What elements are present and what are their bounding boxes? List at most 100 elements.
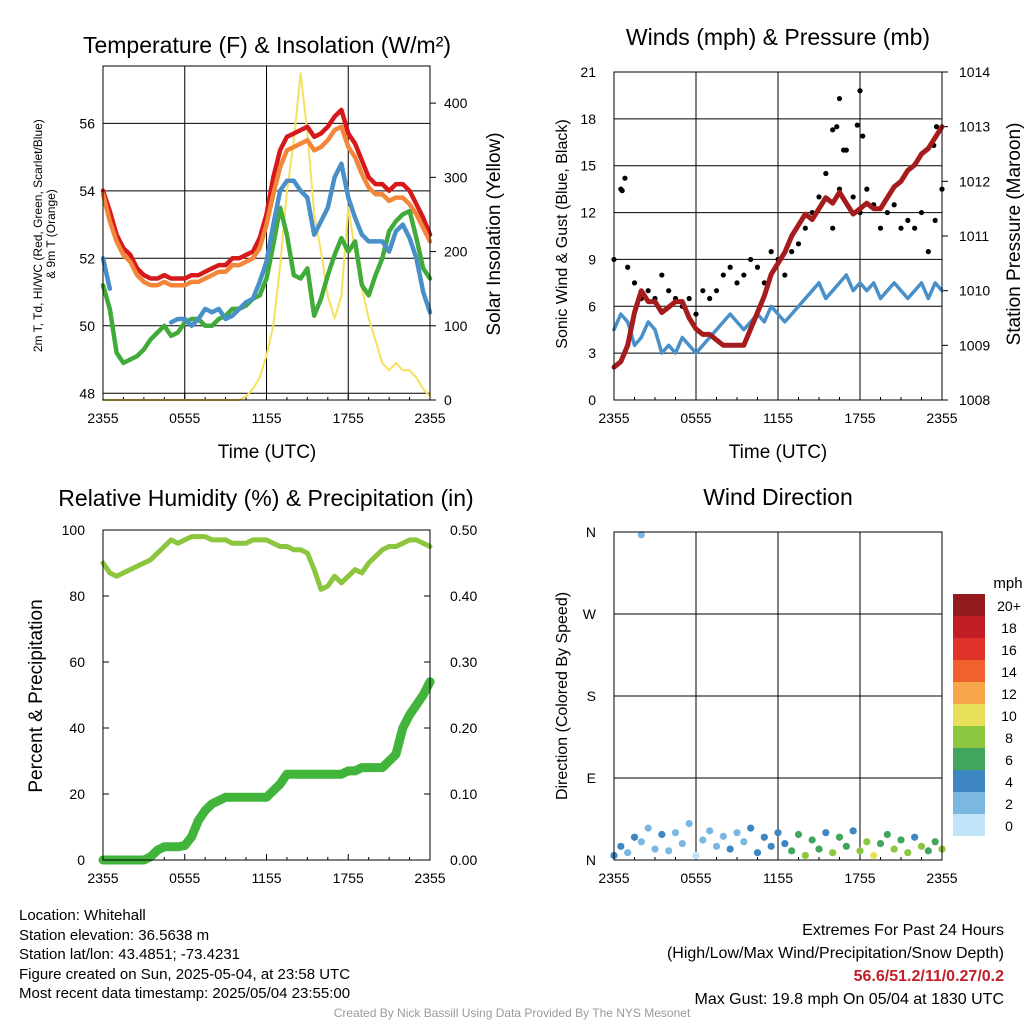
direction-point [637,838,645,846]
humidity-y-tick-label: 80 [69,588,85,604]
direction-point [644,824,652,832]
temperature-x-tick-label: 1755 [333,410,364,426]
direction-point [883,830,891,839]
gust-point [748,256,754,263]
direction-point [685,819,693,828]
direction-x-tick-label: 1755 [844,870,875,886]
speed-legend-swatch [953,770,985,792]
direction-point [924,847,932,855]
precip-y-tick-label: 0.30 [450,654,477,670]
direction-y-tick-label: S [587,688,596,704]
temperature-panel: Temperature (F) & Insolation (W/m²) Time… [31,32,505,463]
humidity-panel-title: Relative Humidity (%) & Precipitation (i… [58,485,473,511]
direction-point [917,842,926,850]
direction-point [699,836,707,844]
gust-point [666,288,672,294]
humidity-y-tick-label: 20 [69,786,85,802]
wind-x-tick-label: 2355 [926,410,957,426]
direction-y-tick-label: E [587,770,596,786]
wind-direction-panel-title: Wind Direction [703,484,853,510]
precip-y-tick-label: 0.20 [450,720,477,736]
speed-legend-label: 14 [1001,664,1017,680]
speed-legend-swatch [953,682,985,704]
gust-point [754,264,761,270]
gust-point [768,249,774,255]
direction-point [815,845,823,853]
speed-legend-unit: mph [993,575,1022,592]
direction-point [658,830,666,839]
precip-y-tick-label: 0.40 [450,588,477,604]
temperature-y-tick-label: 52 [79,250,95,266]
insolation-y-tick-label: 100 [444,318,468,334]
gust-point [659,272,665,278]
humidity-x-tick-label: 1755 [333,870,364,886]
direction-point [781,840,789,848]
wind-y-axis-label: Sonic Wind & Gust (Blue, Black) [554,119,571,348]
speed-legend-swatch [953,748,985,770]
pressure-y-tick-label: 1009 [959,337,990,353]
gust-point [802,225,808,231]
gust-point [700,288,706,294]
speed-legend-swatch [953,638,985,660]
direction-point [890,845,898,853]
gust-point [622,175,628,181]
direction-point [904,849,912,857]
gust-point [836,95,843,102]
wind-y-tick-label: 12 [580,205,596,221]
precip-y-tick-label: 0.50 [450,522,477,538]
humidity-y-axis-label: Percent & Precipitation [26,599,47,792]
gust-point [707,295,713,302]
gust-point [782,272,788,278]
direction-point [849,827,857,835]
direction-point [671,829,680,837]
gust-point [693,311,699,317]
direction-x-tick-label: 2355 [926,870,957,886]
direction-point [822,829,830,837]
direction-y-tick-label: W [583,606,597,622]
gust-point [884,209,890,216]
speed-legend-label: 20+ [997,598,1021,614]
relative-humidity-line [100,534,433,592]
temperature-x-tick-label: 1155 [251,410,281,426]
gust-point [905,217,911,223]
insolation-y-tick-label: 200 [444,244,468,260]
gust-point [898,225,904,231]
temperature-x-tick-label: 0555 [169,410,200,426]
gust-point [734,280,740,286]
direction-point [794,830,803,839]
gust-point [925,249,931,255]
gust-point [841,147,847,153]
speed-legend-swatch [953,792,985,814]
direction-point [897,836,905,844]
temperature-y-tick-label: 50 [79,318,95,334]
gust-point [860,133,866,139]
wind-x-tick-label: 1755 [844,410,875,426]
gust-point [912,225,918,231]
direction-point [678,840,686,848]
humidity-x-tick-label: 2355 [87,870,118,886]
gust-point [713,288,720,294]
direction-point [665,847,673,855]
pressure-y-axis-label: Station Pressure (Maroon) [1004,123,1024,346]
gust-point [864,186,870,192]
direction-point [624,849,632,857]
direction-point [740,838,748,846]
speed-legend-label: 6 [1005,752,1013,768]
direction-point [692,851,700,860]
gust-point [625,264,631,270]
extremes-subtitle: (High/Low/Max Wind/Precipitation/Snow De… [666,945,1004,962]
speed-legend-label: 4 [1005,774,1013,790]
wind-x-tick-label: 0555 [680,410,711,426]
direction-point [733,829,741,837]
direction-point [726,845,734,853]
recent-data-timestamp: Most recent data timestamp: 2025/05/04 2… [19,985,351,1002]
insolation-y-tick-label: 0 [444,392,452,408]
precipitation-line [98,677,435,865]
direction-point [870,851,878,860]
speed-legend-swatch [953,704,985,726]
pressure-y-tick-label: 1011 [959,228,989,244]
temperature-y-tick-label: 54 [79,183,95,199]
gust-point [631,280,638,286]
direction-x-tick-label: 2355 [598,870,629,886]
